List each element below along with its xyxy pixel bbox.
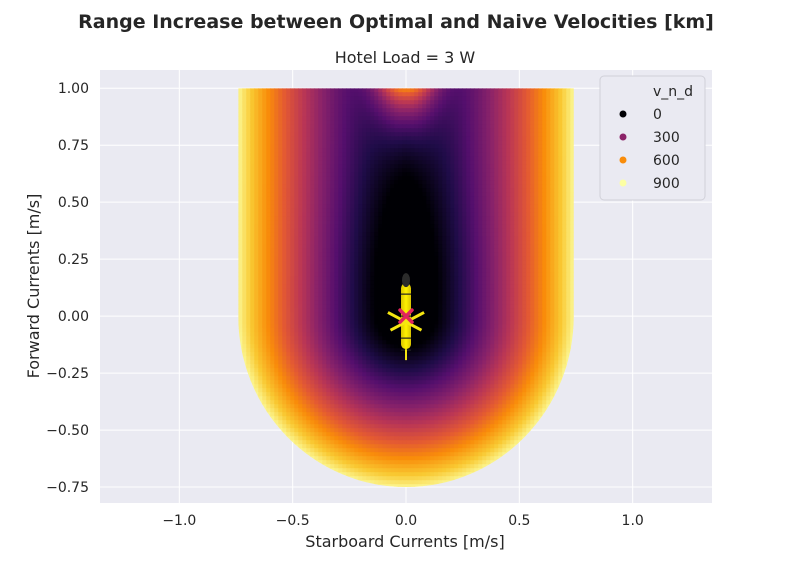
legend-label: 900 bbox=[653, 176, 680, 192]
range-increase-field bbox=[238, 88, 574, 488]
chart-title: Range Increase between Optimal and Naive… bbox=[78, 11, 714, 33]
y-tick-labels: −0.75 −0.50 −0.25 0.00 0.25 0.50 0.75 1.00 bbox=[46, 81, 89, 496]
legend-marker bbox=[619, 179, 627, 187]
x-tick-label: −0.5 bbox=[276, 513, 310, 529]
y-tick-label: 0.25 bbox=[58, 252, 89, 268]
legend-marker bbox=[619, 133, 627, 141]
center-x-stroke bbox=[398, 308, 414, 324]
y-tick-label: −0.50 bbox=[46, 423, 89, 439]
center-x-marker bbox=[398, 308, 414, 324]
y-axis-label: Forward Currents [m/s] bbox=[24, 194, 43, 379]
x-tick-label: 0.0 bbox=[395, 513, 417, 529]
y-tick-label: 1.00 bbox=[58, 81, 89, 97]
chart-subtitle: Hotel Load = 3 W bbox=[335, 48, 476, 67]
glider-nose bbox=[402, 273, 410, 288]
y-tick-label: 0.50 bbox=[58, 195, 89, 211]
x-tick-labels: −1.0 −0.5 0.0 0.5 1.0 bbox=[162, 513, 643, 529]
legend-title: v_n_d bbox=[653, 84, 693, 100]
x-axis-label: Starboard Currents [m/s] bbox=[305, 532, 504, 551]
legend-label: 0 bbox=[653, 107, 662, 123]
x-tick-label: 0.5 bbox=[508, 513, 530, 529]
y-tick-label: −0.75 bbox=[46, 480, 89, 496]
legend-label: 300 bbox=[653, 130, 680, 146]
legend-box bbox=[599, 75, 706, 201]
legend-marker bbox=[619, 110, 627, 118]
legend: v_n_d 0 300 600 900 bbox=[599, 75, 706, 201]
legend-label: 600 bbox=[653, 153, 680, 169]
glider-wing bbox=[387, 311, 423, 332]
x-tick-label: −1.0 bbox=[162, 513, 196, 529]
y-tick-label: 0.00 bbox=[58, 309, 89, 325]
y-tick-label: 0.75 bbox=[58, 138, 89, 154]
legend-marker bbox=[619, 156, 627, 164]
y-tick-label: −0.25 bbox=[46, 366, 89, 382]
x-tick-label: 1.0 bbox=[622, 513, 644, 529]
